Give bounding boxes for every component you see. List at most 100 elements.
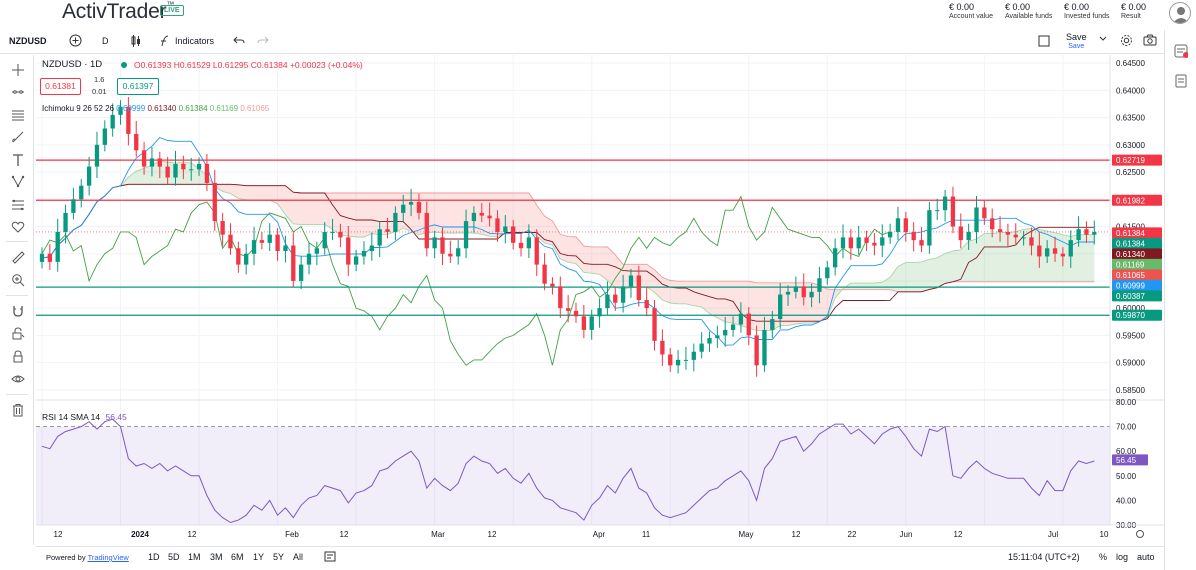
range-all[interactable]: All — [293, 552, 304, 562]
lock-drawings-icon[interactable] — [9, 324, 27, 342]
candle-body — [927, 210, 932, 246]
settings-gear-icon[interactable] — [1120, 34, 1133, 49]
indicators-icon[interactable] — [159, 34, 171, 50]
range-1d[interactable]: 1D — [148, 552, 160, 562]
activtrader-logo[interactable]: ActivTrader™ — [62, 0, 175, 23]
candle-body — [456, 248, 461, 257]
trash-icon[interactable] — [9, 401, 27, 419]
indicators-button[interactable]: Indicators — [175, 36, 215, 46]
magnet-icon[interactable] — [9, 302, 27, 320]
price-label-text: 0.61982 — [1116, 196, 1145, 205]
text-tool-icon[interactable] — [9, 151, 27, 169]
save-menu-chevron-icon[interactable] — [1099, 35, 1107, 45]
ichimoku-cloud-segment — [1039, 229, 1048, 282]
right-sidebar — [1164, 30, 1196, 570]
ichimoku-cloud-segment — [678, 281, 686, 304]
range-6m[interactable]: 6M — [231, 552, 244, 562]
lock-icon[interactable] — [9, 347, 27, 365]
zoom-in-icon[interactable] — [9, 271, 27, 289]
candle-body — [848, 237, 854, 249]
log-toggle[interactable]: log — [1116, 552, 1129, 562]
ichimoku-cloud-segment — [285, 185, 294, 224]
save-button[interactable]: Save Save — [1066, 32, 1087, 50]
brush-icon[interactable] — [9, 128, 27, 146]
interval-button[interactable]: D — [102, 36, 109, 46]
tradingview-link[interactable]: TradingView — [87, 553, 129, 562]
range-1m[interactable]: 1M — [188, 552, 201, 562]
ichimoku-cloud-segment — [976, 233, 985, 282]
price-label-box — [1112, 248, 1162, 260]
ichimoku-cloud-segment — [1023, 228, 1032, 282]
fib-tool-icon[interactable] — [9, 196, 27, 214]
ichimoku-cloud-segment — [442, 193, 451, 234]
trend-line-icon[interactable] — [9, 83, 27, 101]
clock-time[interactable]: 15:11:04 (UTC+2) — [1008, 552, 1080, 562]
ichimoku-cloud-segment — [685, 281, 694, 306]
watchlist-icon[interactable] — [1174, 44, 1189, 63]
ichimoku-cloud-segment — [756, 282, 765, 331]
candle-body — [47, 253, 53, 262]
candle-body — [165, 166, 170, 178]
ichimoku-cloud-segment — [654, 269, 663, 300]
snapshot-camera-icon[interactable] — [1143, 34, 1157, 48]
candle-body — [620, 286, 626, 303]
ichimoku-cloud-segment — [144, 165, 152, 185]
ichimoku-cloud-segment — [246, 185, 255, 200]
buy-price-button[interactable]: 0.61397 — [117, 78, 159, 95]
candle-body — [990, 218, 995, 230]
ichimoku-cloud-segment — [1007, 231, 1016, 282]
user-avatar-icon[interactable] — [1169, 2, 1191, 24]
rsi-value: 56.45 — [105, 412, 127, 422]
ichimoku-cloud-segment — [505, 193, 514, 234]
ichimoku-cloud-segment — [332, 193, 341, 235]
notes-icon[interactable] — [1174, 74, 1188, 93]
candle-type-icon[interactable] — [130, 34, 142, 50]
rsi-value-box — [1112, 454, 1148, 466]
time-tick-label: Jun — [900, 530, 913, 539]
range-3m[interactable]: 3M — [210, 552, 223, 562]
goto-date-icon[interactable] — [324, 551, 336, 564]
time-tick-label: 12 — [188, 530, 197, 539]
candle-body — [997, 229, 1003, 232]
crosshair-icon[interactable] — [9, 61, 27, 79]
candle-body — [173, 163, 178, 178]
price-chart[interactable]: 0.645000.640000.635000.630000.625000.620… — [36, 55, 1164, 545]
candle-body — [1045, 248, 1050, 257]
symbol-search-button[interactable]: NZDUSD — [9, 36, 47, 46]
rsi-tick-label: 70.00 — [1116, 423, 1137, 432]
range-5y[interactable]: 5Y — [273, 552, 285, 562]
ichimoku-base-line — [41, 183, 1095, 322]
rsi-label: RSI 14 SMA 14 — [42, 412, 101, 422]
candle-body — [471, 212, 477, 222]
auto-toggle[interactable]: auto — [1137, 552, 1155, 562]
candle-body — [573, 310, 579, 317]
redo-icon[interactable] — [257, 35, 269, 47]
favorites-heart-icon[interactable] — [9, 218, 27, 236]
sell-price-button[interactable]: 0.61381 — [40, 78, 81, 95]
candle-body — [558, 286, 563, 309]
candle-body — [401, 204, 406, 213]
ichimoku-conversion: 0.60999 — [116, 104, 146, 113]
candle-body — [149, 158, 155, 167]
time-tick-label: 11 — [642, 530, 651, 539]
price-label-text: 0.61340 — [1116, 250, 1145, 259]
ichimoku-cloud-segment — [536, 204, 545, 243]
undo-icon[interactable] — [233, 35, 245, 47]
range-1y[interactable]: 1Y — [253, 552, 265, 562]
candle-body — [691, 351, 696, 360]
hide-drawings-eye-icon[interactable] — [9, 370, 27, 388]
price-tick-label: 0.61500 — [1116, 223, 1145, 232]
bottom-bar: Powered by TradingView 1D 5D 1M 3M 6M 1Y… — [36, 546, 1164, 566]
fullscreen-icon[interactable] — [1038, 35, 1050, 49]
percent-toggle[interactable]: % — [1099, 552, 1108, 562]
chart-area[interactable]: 0.645000.640000.635000.630000.625000.620… — [36, 55, 1164, 545]
candle-body — [778, 294, 783, 320]
ichimoku-cloud-segment — [552, 220, 561, 259]
pattern-icon[interactable] — [9, 173, 27, 191]
axis-settings-gear-icon — [1136, 530, 1144, 538]
compare-icon[interactable] — [69, 34, 82, 49]
range-5d[interactable]: 5D — [168, 552, 180, 562]
horizontal-lines-icon[interactable] — [9, 106, 27, 124]
candle-body — [534, 237, 539, 265]
ruler-icon[interactable] — [9, 248, 27, 266]
